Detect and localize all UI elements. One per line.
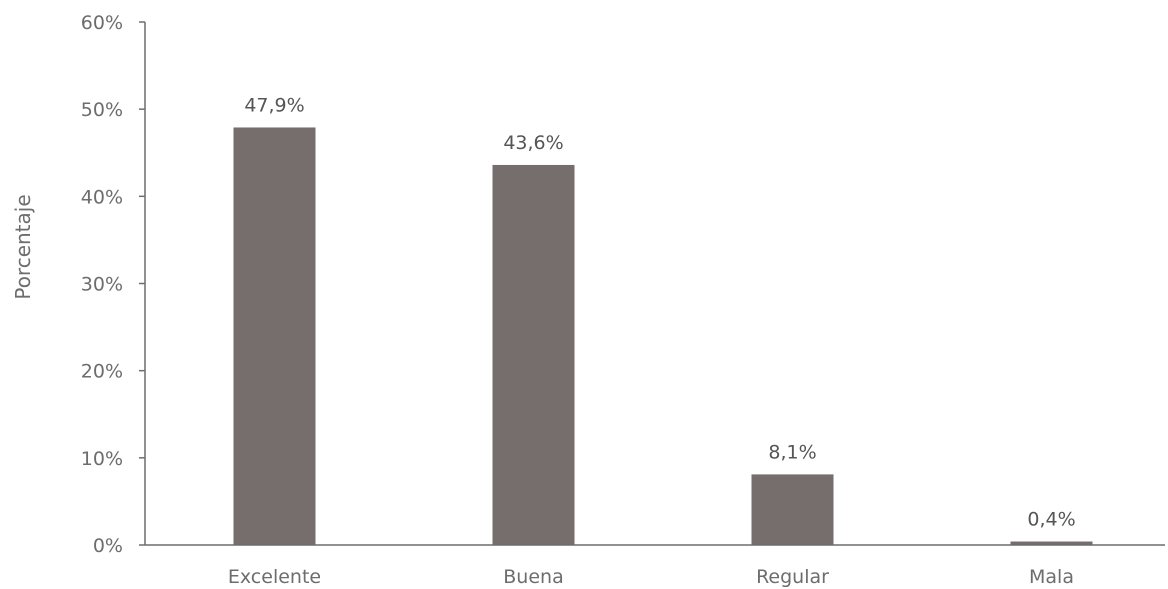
data-label: 8,1% [768, 441, 816, 463]
bar-excelente [233, 127, 316, 545]
x-tick-label: Mala [1029, 566, 1074, 588]
y-tick-label: 50% [81, 99, 123, 121]
y-tick-label: 10% [81, 448, 123, 470]
x-tick-label: Regular [756, 566, 829, 588]
y-tick-label: 60% [81, 12, 123, 34]
bar-buena [492, 164, 575, 545]
y-tick-label: 30% [81, 274, 123, 296]
data-labels: 47,9% 43,6% 8,1% 0,4% [244, 94, 1075, 530]
data-label: 43,6% [503, 132, 563, 154]
y-axis-title: Porcentaje [11, 194, 35, 299]
bars [233, 127, 1093, 545]
data-label: 0,4% [1027, 509, 1075, 531]
y-tick-label: 0% [93, 535, 123, 557]
x-axis: Excelente Buena Regular Mala [145, 544, 1165, 588]
x-tick-label: Buena [503, 566, 563, 588]
data-label: 47,9% [244, 94, 304, 116]
bar-regular [751, 474, 834, 545]
y-axis: 0% 10% 20% 30% 40% 50% 60% [81, 12, 146, 557]
y-tick-label: 20% [81, 361, 123, 383]
y-tick-label: 40% [81, 186, 123, 208]
x-tick-label: Excelente [228, 566, 321, 588]
bar-mala [1010, 541, 1093, 545]
